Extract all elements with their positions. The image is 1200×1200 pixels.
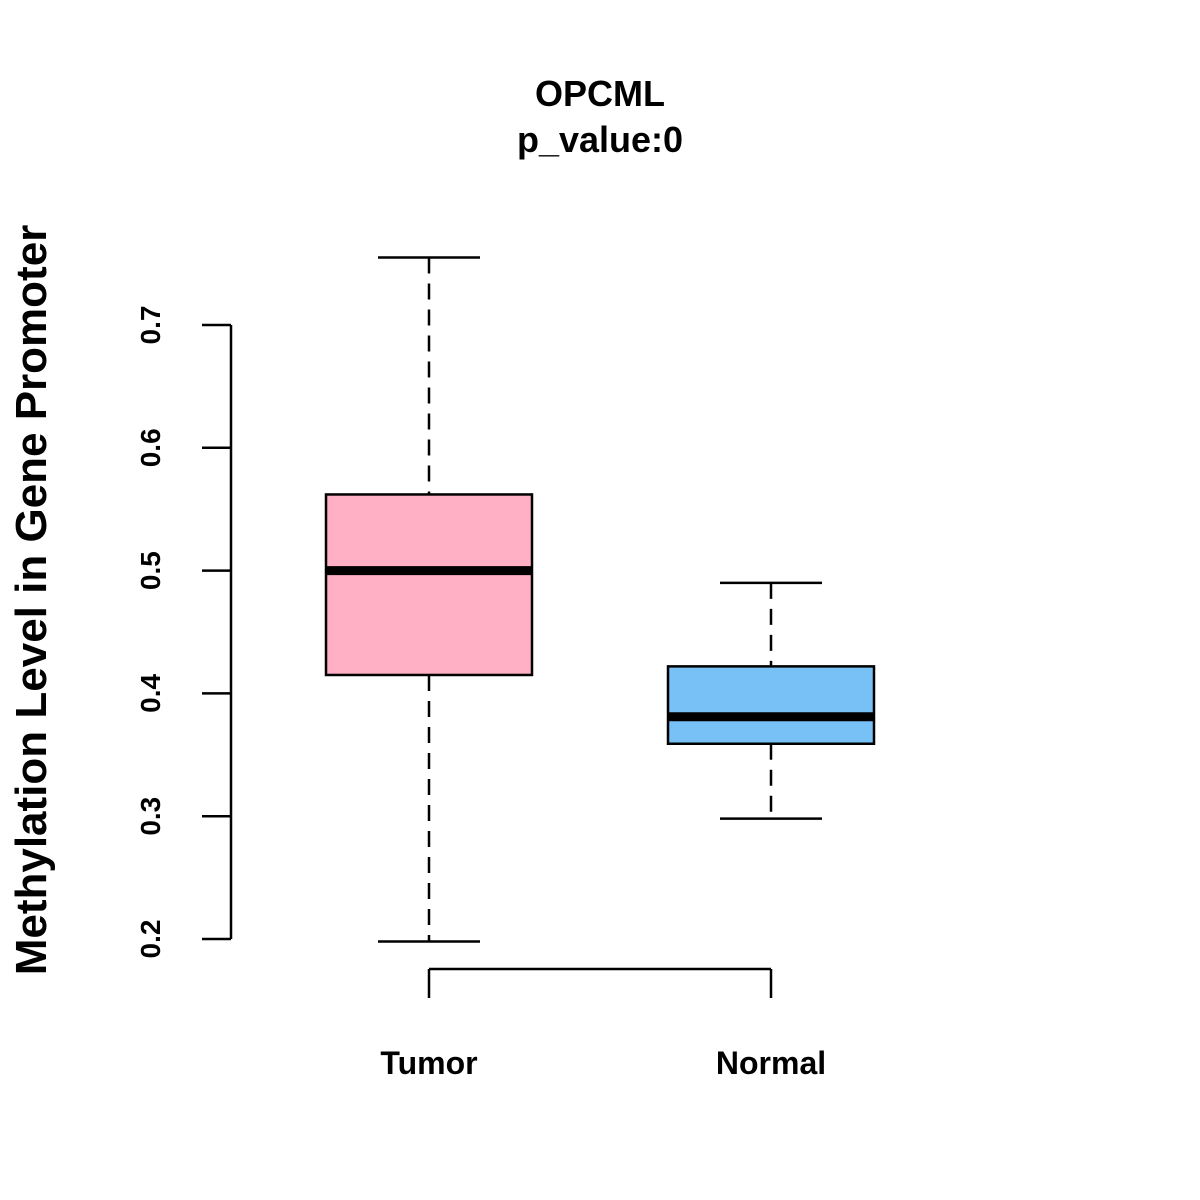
y-tick-label: 0.3	[135, 797, 166, 836]
y-tick-label: 0.5	[135, 551, 166, 590]
y-tick-label: 0.6	[135, 428, 166, 467]
y-axis-label: Methylation Level in Gene Promoter	[7, 225, 56, 976]
y-tick-label: 0.4	[135, 674, 166, 713]
chart-subtitle: p_value:0	[517, 119, 683, 160]
chart-title: OPCML	[535, 73, 665, 114]
box-group	[324, 256, 876, 943]
y-tick-label: 0.2	[135, 920, 166, 959]
y-tick-label: 0.7	[135, 306, 166, 345]
x-tick-label: Tumor	[380, 1045, 477, 1081]
x-tick-label: Normal	[716, 1045, 826, 1081]
box-tumor	[324, 493, 534, 677]
y-axis: 0.2 0.3 0.4 0.5 0.6 0.7	[135, 306, 233, 959]
x-axis: Tumor Normal	[380, 967, 826, 1081]
box-normal	[666, 665, 876, 745]
